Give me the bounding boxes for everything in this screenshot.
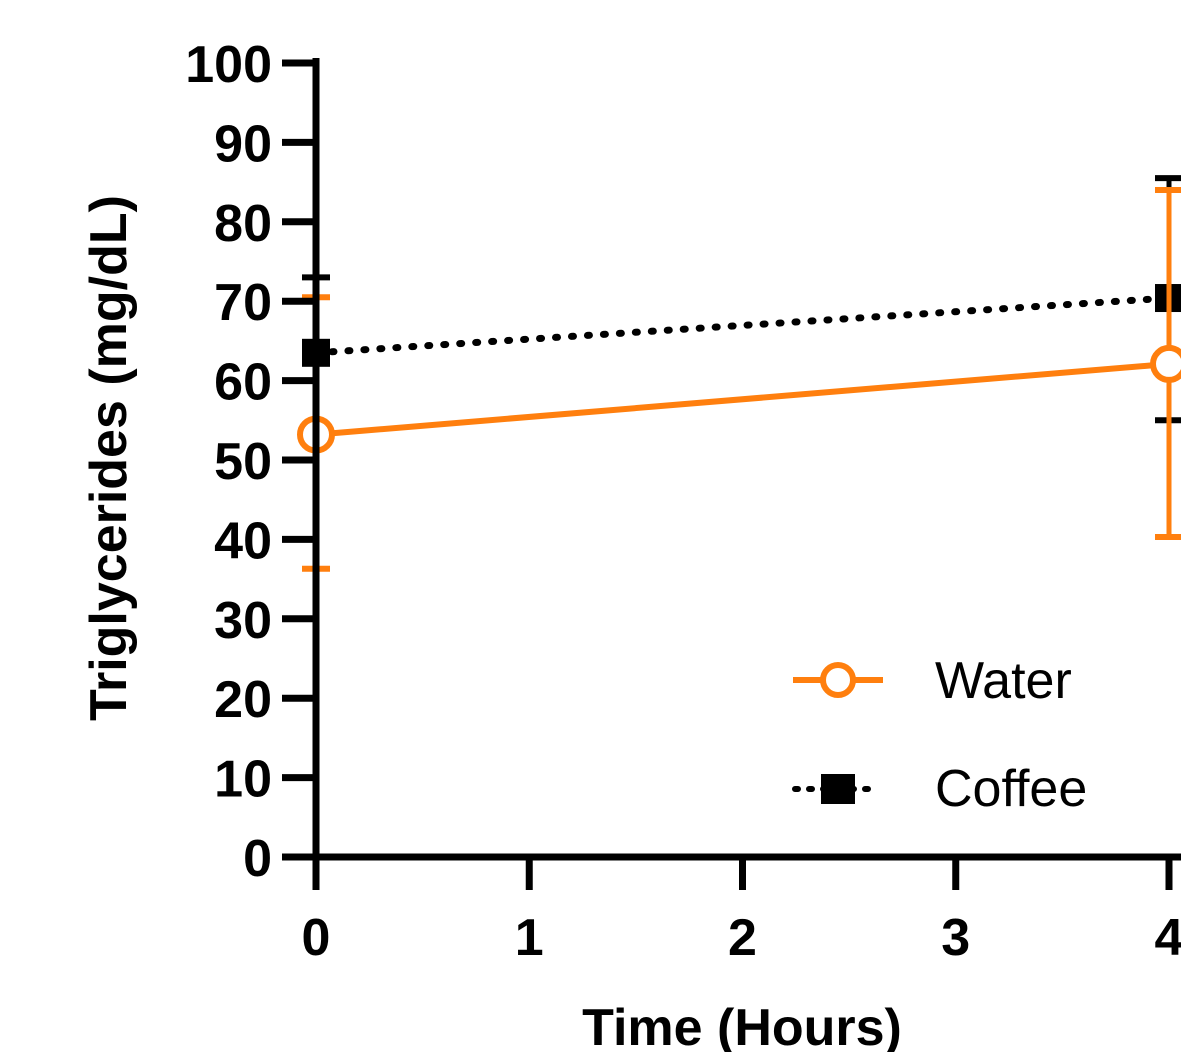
y-tick-label: 40: [214, 512, 272, 570]
x-tick-label: 4: [1155, 909, 1181, 967]
y-tick-label: 20: [214, 671, 272, 729]
water-data-point: [1150, 344, 1181, 383]
axes-layer: [282, 58, 1181, 861]
series-coffee: [302, 175, 1181, 432]
x-axis-title: Time (Hours): [582, 999, 902, 1052]
legend-water-marker: [820, 662, 856, 698]
y-tick-label: 10: [214, 751, 272, 809]
legend-coffee-marker: [821, 774, 855, 804]
y-tick-label: 70: [214, 274, 272, 332]
x-tick-label: 3: [941, 909, 970, 967]
y-axis-title: Triglycerides (mg/dL): [80, 195, 138, 721]
y-tick-label: 30: [214, 592, 272, 650]
legend-coffee-label: Coffee: [935, 760, 1087, 818]
legend: Water Coffee: [792, 652, 1087, 818]
y-tick-label: 90: [214, 115, 272, 173]
series-water: [297, 187, 1181, 572]
y-tick-label: 80: [214, 195, 272, 253]
y-tick-label: 100: [185, 36, 272, 94]
coffee-series-line: [312, 294, 1173, 357]
water-series-line: [315, 360, 1170, 438]
legend-item-water: Water: [793, 652, 1072, 710]
ticks-layer: 0 10 20 30 40 50 60 70 80 90 100 0 1 2 3 4: [185, 36, 1181, 967]
series-layer: [297, 175, 1181, 572]
y-tick-label: 60: [214, 354, 272, 412]
legend-water-label: Water: [935, 652, 1072, 710]
x-tick-label: 2: [728, 909, 757, 967]
x-tick-label: 1: [515, 909, 544, 967]
legend-item-coffee: Coffee: [792, 760, 1087, 818]
y-tick-label: 0: [243, 830, 272, 888]
y-tick-label: 50: [214, 433, 272, 491]
x-tick-label: 0: [302, 909, 331, 967]
